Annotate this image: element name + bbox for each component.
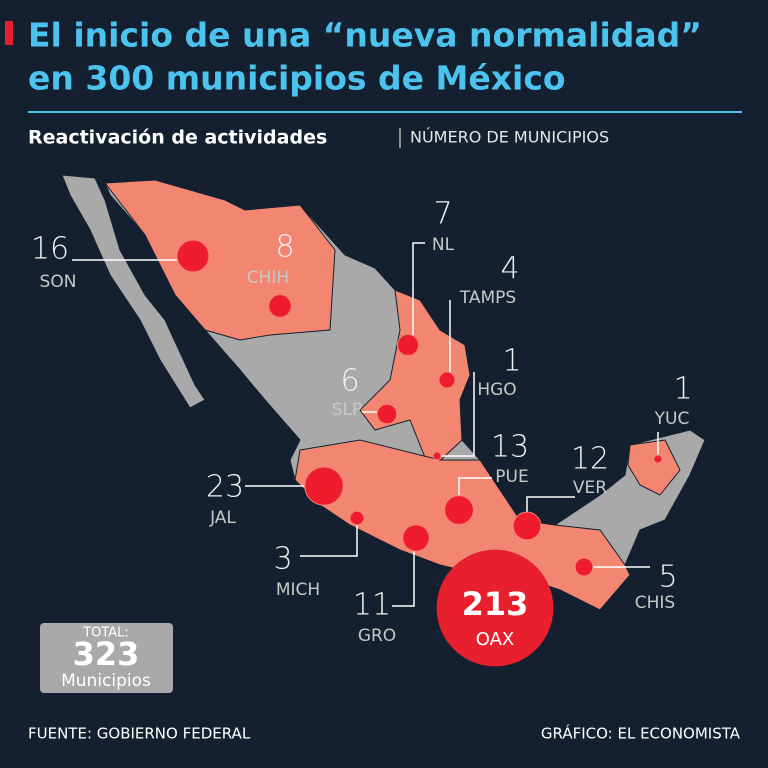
state-label: MICH [276, 580, 320, 600]
state-value: 213 [462, 585, 529, 623]
total-unit: Municipios [61, 671, 151, 691]
state-value: 16 [31, 232, 69, 267]
state-value: 12 [571, 442, 609, 477]
accent-bar [5, 21, 13, 45]
total-box [40, 623, 173, 693]
state-label: SON [40, 272, 77, 292]
state-bubble [432, 451, 442, 461]
state-value: 4 [500, 252, 519, 287]
subtitle: Reactivación de actividades [28, 127, 327, 149]
state-markers: 16SON8CHIH7NL4TAMPS1HGO6SLP1YUC13PUE12VE… [31, 197, 693, 667]
state-label: VER [573, 478, 607, 498]
state-bubble [512, 511, 542, 541]
state-label: PUE [495, 467, 528, 487]
leader-line [526, 496, 575, 513]
total-label: TOTAL: [82, 626, 129, 641]
state-value: 5 [658, 560, 677, 595]
state-value: 6 [340, 364, 359, 399]
state-label: NL [432, 235, 455, 255]
title: en 300 municipios de México [28, 59, 566, 98]
state-bubble [438, 371, 456, 389]
title: El inicio de una “nueva normalidad” [28, 16, 702, 55]
state-bubble [444, 495, 474, 525]
source: FUENTE: GOBIERNO FEDERAL [28, 725, 251, 743]
state-label: CHIS [635, 593, 675, 613]
region-yucatan [627, 439, 681, 496]
state-label: HGO [477, 380, 516, 400]
state-label: CHIH [247, 268, 289, 288]
state-bubble [304, 466, 344, 506]
state-label: OAX [476, 629, 515, 650]
state-value: 13 [491, 430, 529, 465]
leader-line [441, 372, 475, 457]
state-bubble [574, 557, 594, 577]
baja-peninsula [61, 174, 206, 409]
region-northeast [359, 289, 471, 471]
state-label: YUC [654, 409, 690, 429]
state-label: SLP [332, 400, 363, 420]
state-label: TAMPS [459, 288, 516, 308]
state-bubble [176, 239, 210, 273]
state-label: JAL [209, 508, 236, 528]
state-value: 1 [673, 372, 692, 407]
state-value: 8 [275, 230, 294, 265]
state-bubble [436, 549, 554, 667]
state-bubble [653, 454, 663, 464]
state-bubble [376, 403, 398, 425]
state-bubble [268, 294, 292, 318]
state-value: 1 [502, 344, 521, 379]
credit: GRÁFICO: EL ECONOMISTA [541, 724, 741, 743]
leader-line [392, 551, 415, 607]
leader-line [458, 477, 492, 496]
state-bubble [349, 510, 365, 526]
leader-line [300, 524, 358, 557]
state-bubble [396, 333, 420, 357]
state-label: GRO [358, 626, 396, 646]
state-value: 23 [206, 470, 244, 505]
state-bubble [402, 524, 430, 552]
state-value: 7 [433, 197, 452, 232]
state-value: 11 [353, 588, 391, 623]
region-south [294, 439, 631, 611]
state-value: 3 [273, 542, 292, 577]
unit: NÚMERO DE MUNICIPIOS [410, 128, 609, 147]
total-value: 323 [73, 635, 140, 673]
